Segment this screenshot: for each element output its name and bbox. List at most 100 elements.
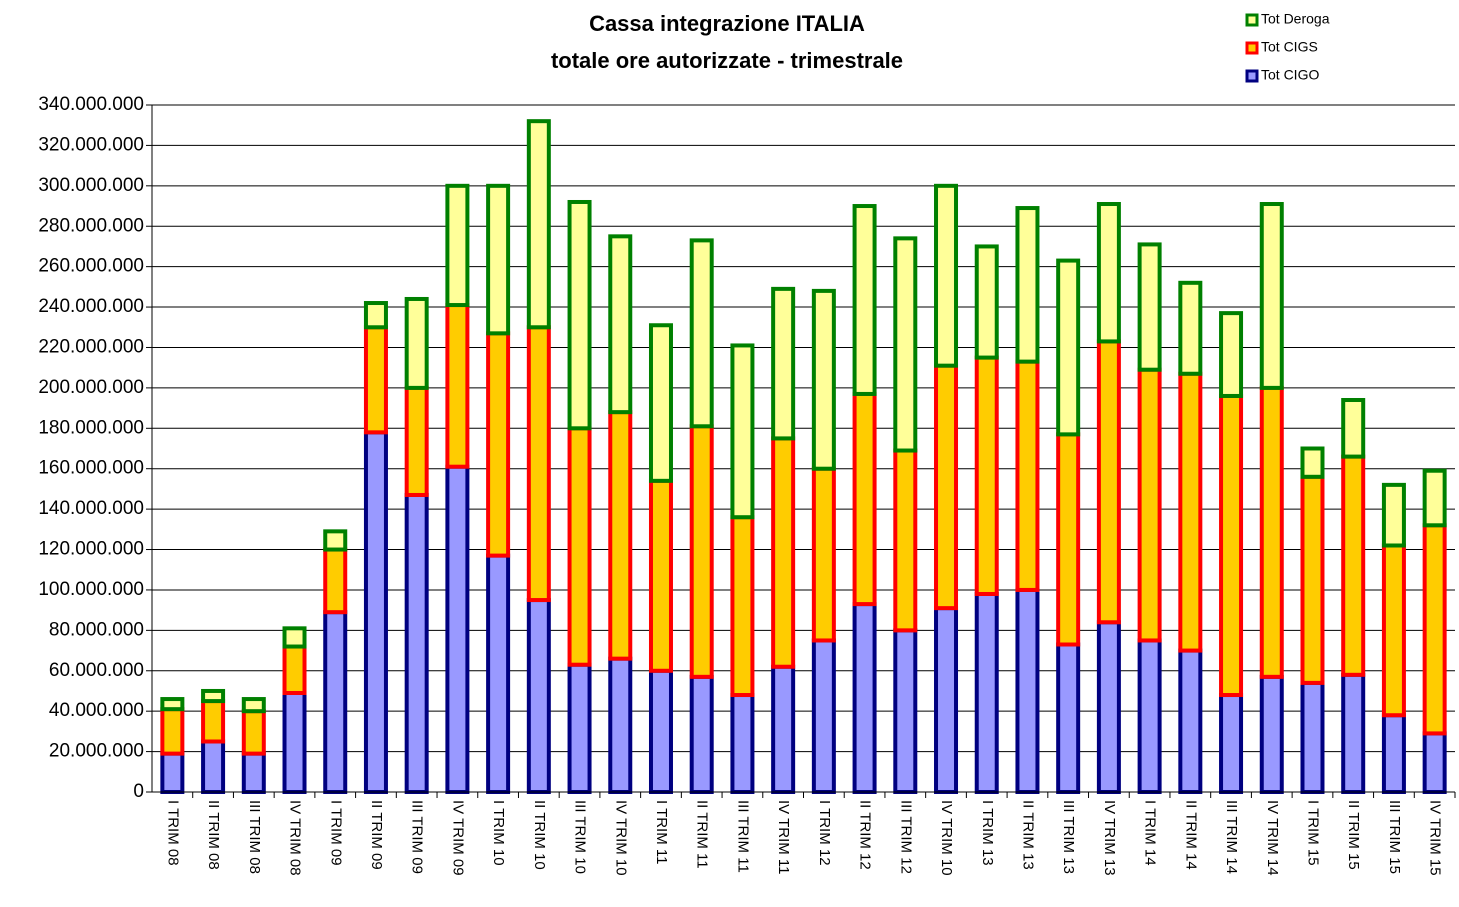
bar-segment [241, 697, 266, 714]
bar-segment [1422, 731, 1447, 795]
bar-segment [934, 606, 959, 794]
bar-segment [1178, 280, 1203, 376]
bar-segment [852, 602, 877, 794]
x-tick-label: IV TRIM 10 [612, 800, 629, 876]
x-tick-label: III TRIM 09 [409, 800, 426, 874]
x-tick-label: I TRIM 09 [327, 800, 344, 866]
bar-segment [445, 464, 470, 794]
x-tick-label: IV TRIM 15 [1427, 800, 1444, 876]
y-tick-label: 20.000.000 [49, 741, 144, 762]
y-tick-label: 240.000.000 [38, 296, 144, 317]
bar-segment [1259, 385, 1284, 679]
bar-segment [1096, 620, 1121, 794]
bar-segment [201, 739, 226, 794]
bar-segment [1015, 587, 1040, 794]
y-tick-label: 340.000.000 [38, 94, 144, 115]
bar-segment [1300, 680, 1325, 795]
y-tick-label: 300.000.000 [38, 175, 144, 196]
x-tick-label: I TRIM 08 [164, 800, 181, 866]
bar-segment [282, 626, 307, 649]
legend-label: Tot CIGO [1261, 67, 1319, 83]
bar-segment [1219, 311, 1244, 398]
bar-segment [1015, 206, 1040, 364]
y-tick-label: 0 [133, 781, 144, 802]
bar-segment [811, 466, 836, 643]
bar-segment [526, 119, 551, 330]
bar-segment [404, 385, 429, 497]
x-tick-label: II TRIM 09 [368, 800, 385, 870]
bar-segment [689, 238, 714, 429]
y-tick-label: 100.000.000 [38, 579, 144, 600]
bar-segment [1015, 359, 1040, 592]
bar-segment [201, 699, 226, 744]
x-tick-label: IV TRIM 14 [1264, 800, 1281, 876]
bar-segment [1341, 454, 1366, 677]
bar-segment [852, 391, 877, 607]
bar-segment [241, 751, 266, 795]
x-tick-label: I TRIM 13 [979, 800, 996, 866]
x-tick-label: II TRIM 13 [1019, 800, 1036, 870]
bar-segment [160, 697, 185, 712]
bar-segment [282, 690, 307, 794]
chart-subtitle: totale ore autorizzate - trimestrale [551, 48, 903, 73]
bar-segment [526, 325, 551, 603]
bar-segment [893, 628, 918, 795]
bar-segment [323, 610, 348, 795]
bar-segment [608, 234, 633, 415]
bar-segment [771, 436, 796, 669]
x-tick-label: I TRIM 10 [490, 800, 507, 866]
bar-segment [974, 355, 999, 596]
bar-segment [567, 199, 592, 431]
bar-segment [1300, 474, 1325, 685]
bar-segment [771, 664, 796, 794]
y-tick-label: 160.000.000 [38, 458, 144, 479]
y-tick-label: 280.000.000 [38, 215, 144, 236]
x-tick-label: II TRIM 10 [531, 800, 548, 870]
bar-segment [934, 183, 959, 368]
bar-segment [1137, 367, 1162, 643]
x-tick-label: IV TRIM 08 [287, 800, 304, 876]
x-tick-label: IV TRIM 10 [938, 800, 955, 876]
bar-segment [730, 343, 755, 520]
bar-segment [648, 668, 673, 794]
y-tick-label: 40.000.000 [49, 700, 144, 721]
x-tick-label: III TRIM 10 [572, 800, 589, 874]
legend-label: Tot Deroga [1261, 11, 1330, 27]
bar-segment [811, 288, 836, 471]
x-tick-label: IV TRIM 09 [449, 800, 466, 876]
bar-segment [1259, 674, 1284, 795]
bar-segment [1178, 371, 1203, 653]
bar-segment [282, 644, 307, 695]
bar-segment [974, 244, 999, 360]
legend-swatch [1245, 69, 1259, 83]
x-tick-label: II TRIM 14 [1182, 800, 1199, 870]
legend-swatch [1245, 41, 1259, 55]
bar-segment [486, 331, 511, 558]
bar-segment [363, 430, 388, 794]
bar-segment [974, 591, 999, 795]
y-tick-label: 320.000.000 [38, 134, 144, 155]
x-tick-label: I TRIM 15 [1305, 800, 1322, 866]
bar-segment [608, 656, 633, 794]
bar-segment [1219, 393, 1244, 698]
bar-segment [1178, 648, 1203, 795]
bar-segment [323, 529, 348, 552]
bar-segment [893, 448, 918, 633]
y-tick-label: 60.000.000 [49, 660, 144, 681]
x-tick-label: III TRIM 11 [734, 800, 751, 873]
bar-segment [1096, 202, 1121, 344]
bar-segment [730, 515, 755, 698]
bar-segment [445, 183, 470, 308]
bar-segment [934, 363, 959, 611]
bar-segment [771, 286, 796, 441]
bar-segment [160, 707, 185, 756]
chart-title: Cassa integrazione ITALIA [589, 11, 865, 36]
bar-segment [160, 751, 185, 795]
legend-swatch [1245, 13, 1259, 27]
y-tick-label: 200.000.000 [38, 377, 144, 398]
x-tick-label: IV TRIM 11 [775, 800, 792, 874]
bar-segment [1056, 432, 1081, 647]
bar-segment [201, 688, 226, 704]
bar-segment [648, 478, 673, 673]
